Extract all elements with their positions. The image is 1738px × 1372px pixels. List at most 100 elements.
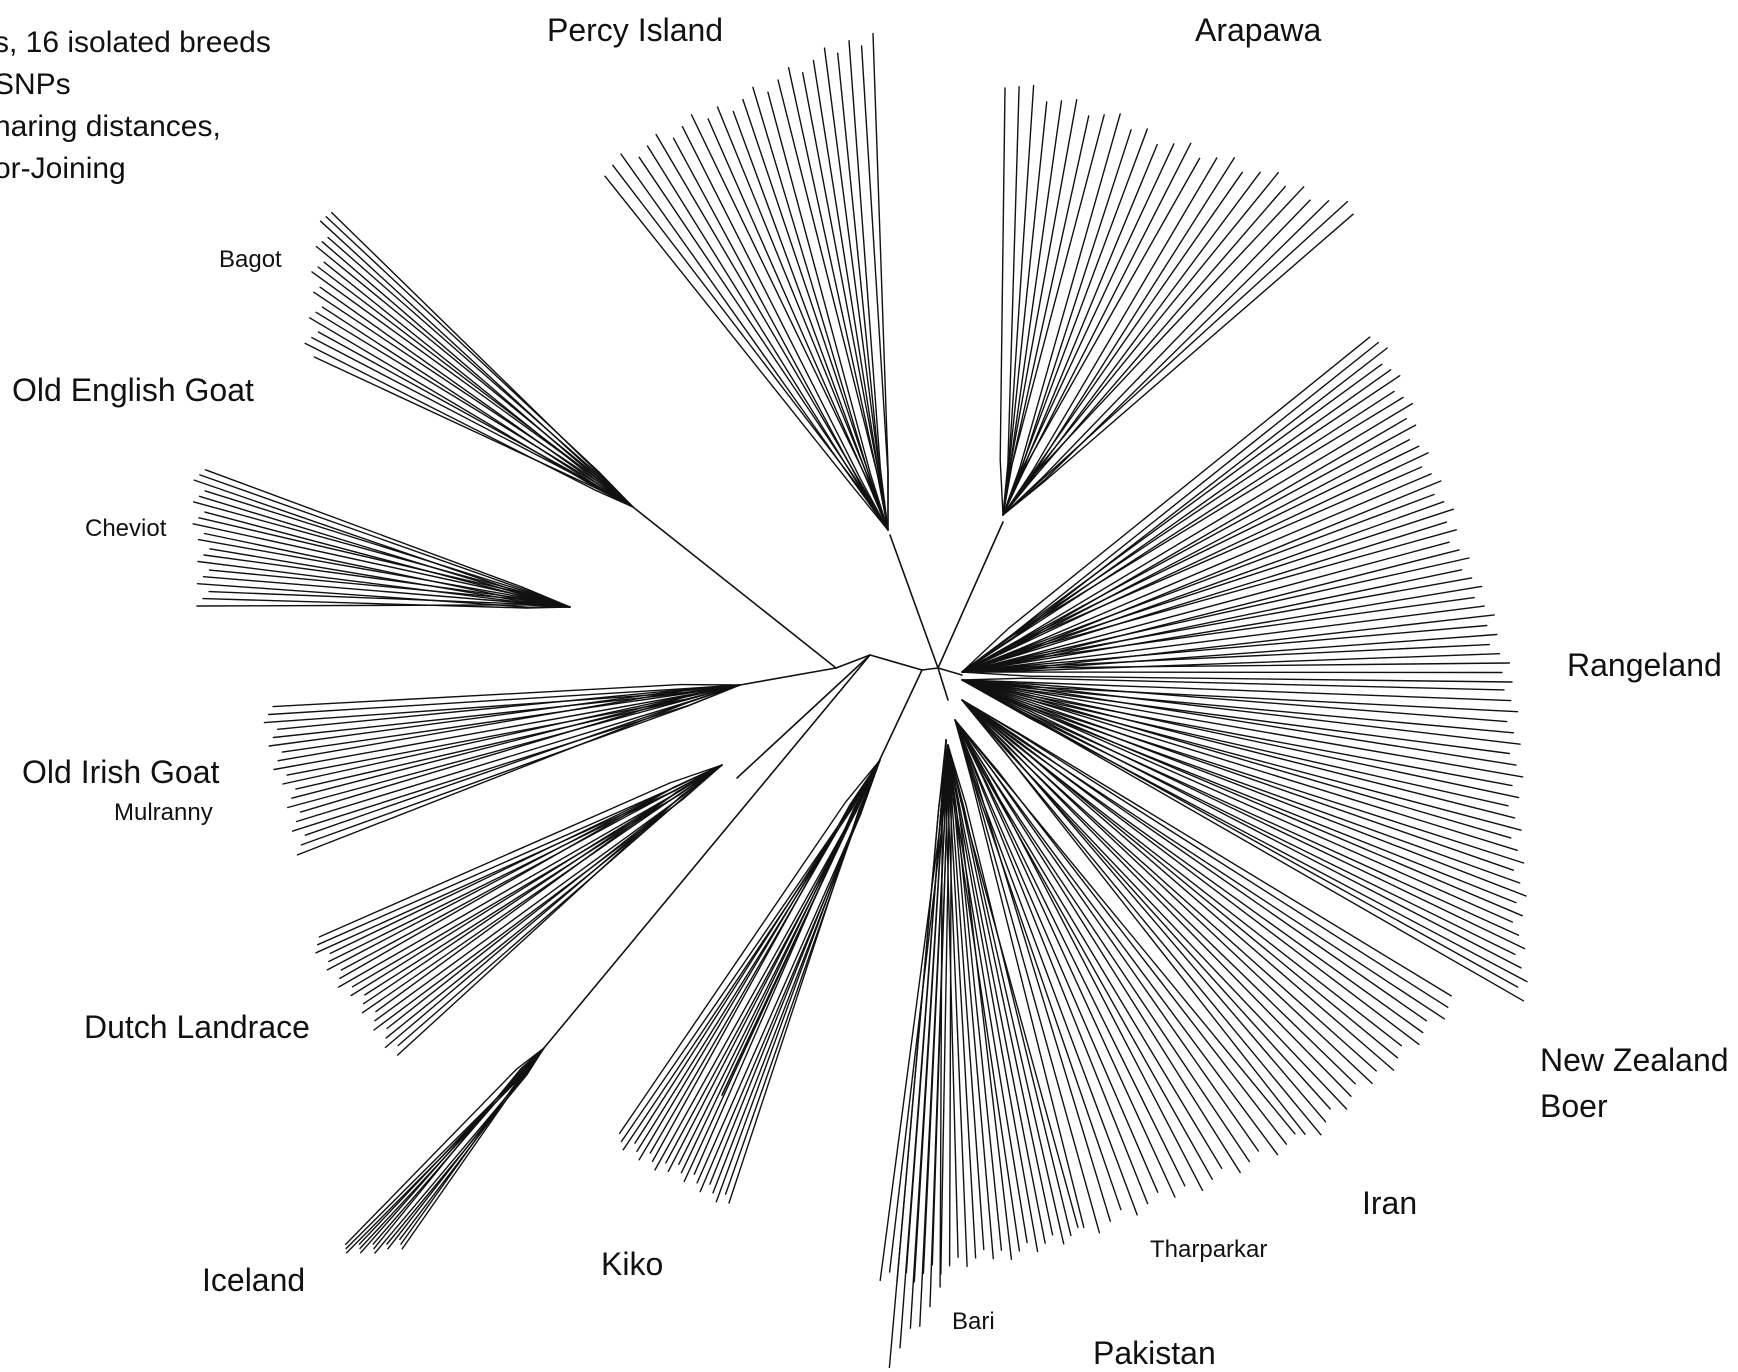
- label-bagot: Bagot: [219, 246, 282, 274]
- tree-leaf-branch: [376, 792, 677, 1012]
- tree-leaf-base: [859, 760, 880, 810]
- tree-leaf-branch: [340, 788, 673, 979]
- tree-leaf-branch: [1027, 686, 1520, 745]
- tree-leaf-branch: [613, 165, 858, 486]
- tree-leaf-branch: [639, 157, 859, 483]
- tree-leaf-branch: [1025, 654, 1500, 671]
- tree-leaf-branch: [402, 1073, 525, 1249]
- tree-internal-branch: [870, 655, 922, 670]
- tree-leaf-branch: [694, 807, 854, 1174]
- tree-leaf-branch: [1026, 714, 1517, 987]
- tree-internal-branch: [922, 668, 938, 670]
- clade-bari: [889, 740, 947, 1367]
- tree-leaf-branch: [1036, 187, 1304, 473]
- tree-leaf-branch: [1028, 704, 1526, 896]
- tree-leaf-branch: [1033, 172, 1242, 472]
- method-note-line-4: or-Joining: [0, 148, 320, 190]
- tree-leaf-branch: [1015, 467, 1422, 644]
- clade-dutch-landrace: [316, 765, 722, 1055]
- tree-leaf-base: [1000, 460, 1003, 515]
- tree-leaf-branch: [330, 787, 675, 954]
- method-note-line-3: haring distances,: [0, 106, 320, 148]
- tree-leaf-branch: [197, 605, 525, 606]
- tree-leaf-branch: [655, 808, 857, 1170]
- clade-cheviot: [193, 470, 570, 608]
- tree-leaf-branch: [318, 332, 591, 483]
- tree-leaf-branch: [1034, 173, 1278, 473]
- tree-leaf-branch: [639, 805, 850, 1160]
- label-mulranny: Mulranny: [114, 799, 213, 827]
- tree-leaf-branch: [346, 1069, 517, 1244]
- clade-percy-island: [605, 34, 888, 530]
- tree-leaf-branch: [318, 787, 677, 945]
- label-boer: Boer: [1540, 1088, 1608, 1125]
- tree-leaf-branch: [1030, 702, 1514, 870]
- tree-leaf-branch: [316, 247, 594, 475]
- tree-leaf-branch: [387, 796, 682, 1029]
- tree-leaf-branch: [729, 810, 859, 1203]
- tree-leaf-branch: [668, 808, 856, 1171]
- tree-leaf-branch: [205, 534, 528, 602]
- tree-leaf-branch: [950, 808, 952, 1266]
- tree-leaf-branch: [1018, 419, 1407, 645]
- tree-internal-branch: [938, 668, 962, 675]
- tree-leaf-branch: [708, 119, 868, 483]
- clade-arapawa: [1000, 86, 1353, 515]
- tree-leaf-branch: [1030, 676, 1512, 682]
- label-iran: Iran: [1362, 1185, 1417, 1222]
- tree-leaf-branch: [296, 700, 686, 789]
- tree-leaf-branch: [1007, 755, 1321, 1135]
- tree-leaf-branch: [621, 806, 852, 1142]
- tree-leaf-branch: [194, 480, 527, 595]
- tree-internal-branch: [633, 507, 836, 668]
- method-note-line-1: s, 16 isolated breeds: [0, 22, 320, 64]
- tree-leaf-branch: [692, 115, 868, 481]
- label-tharparkar: Tharparkar: [1150, 1236, 1267, 1264]
- tree-leaf-branch: [374, 1069, 521, 1249]
- tree-leaf-branch: [1029, 684, 1507, 722]
- tree-leaf-branch: [1019, 733, 1452, 996]
- tree-leaf-branch: [753, 87, 870, 478]
- tree-leaf-branch: [205, 512, 524, 596]
- tree-leaf-branch: [339, 791, 680, 987]
- tree-leaf-branch: [1015, 348, 1388, 637]
- tree-internal-branch: [890, 535, 938, 668]
- tree-leaf-branch: [328, 237, 597, 473]
- tree-leaf-branch: [292, 697, 685, 799]
- clade-pakistan: [880, 745, 1078, 1282]
- label-cheviot: Cheviot: [85, 515, 166, 543]
- tree-leaf-branch: [674, 138, 861, 483]
- tree-leaf-branch: [1008, 746, 1351, 1097]
- tree-clades: [193, 34, 1527, 1368]
- label-new-zealand: New Zealand: [1540, 1042, 1729, 1079]
- tree-leaf-branch: [314, 357, 595, 488]
- tree-leaf-branch: [305, 702, 688, 835]
- label-iceland: Iceland: [202, 1262, 305, 1299]
- tree-leaf-branch: [1032, 158, 1217, 472]
- tree-leaf-branch: [1024, 542, 1449, 656]
- clade-old-irish-goat: [264, 685, 740, 855]
- tree-leaf-branch: [656, 135, 860, 482]
- method-note: s, 16 isolated breeds SNPs haring distan…: [0, 22, 320, 190]
- tree-leaf-branch: [1022, 145, 1157, 472]
- tree-leaf-branch: [988, 772, 1240, 1173]
- tree-leaf-branch: [1000, 88, 1005, 460]
- tree-leaf-branch: [298, 703, 687, 855]
- tree-leaf-branch: [789, 68, 879, 479]
- tree-leaf-branch: [778, 80, 878, 476]
- clade-rangeland: [962, 337, 1512, 682]
- tree-branches: [544, 507, 1003, 1095]
- label-pakistan: Pakistan: [1093, 1335, 1216, 1372]
- label-kiko: Kiko: [601, 1246, 663, 1283]
- tree-leaf-branch: [718, 107, 869, 479]
- tree-leaf-branch: [314, 292, 596, 480]
- tree-leaf-branch: [1028, 713, 1521, 968]
- tree-leaf-branch: [1024, 158, 1200, 468]
- label-dutch-landrace: Dutch Landrace: [84, 1009, 310, 1046]
- tree-leaf-branch: [1021, 481, 1441, 652]
- method-note-line-2: SNPs: [0, 64, 320, 106]
- tree-leaf-branch: [1008, 87, 1019, 464]
- label-percy-island: Percy Island: [547, 12, 723, 49]
- label-old-english-goat: Old English Goat: [12, 372, 254, 409]
- tree-leaf-branch: [326, 217, 599, 472]
